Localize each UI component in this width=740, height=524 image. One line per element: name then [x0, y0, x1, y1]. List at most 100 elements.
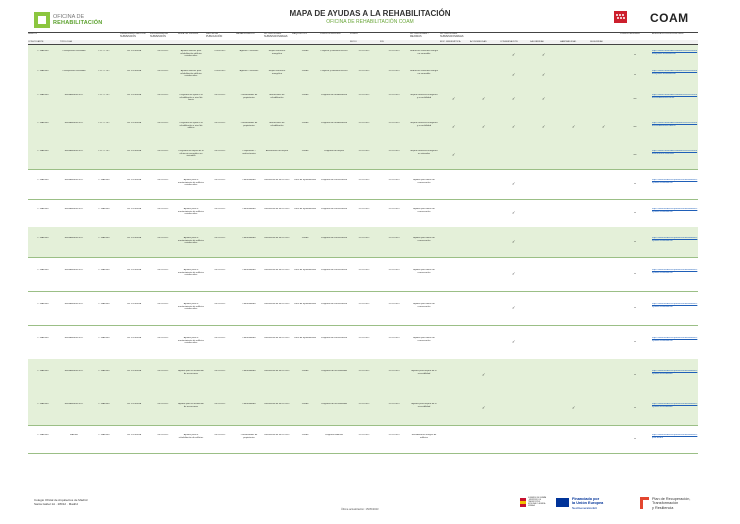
table-cell: 1.217.778 €: [98, 70, 110, 72]
table-cell: 08/11/2022: [157, 269, 169, 271]
table-cell: 31/12/2023: [388, 150, 400, 152]
convocatoria-link[interactable]: https://www.madrid.es/portales/munimadri…: [652, 208, 698, 213]
table-cell: 31/12/2023: [388, 179, 400, 181]
table-cell: C. MADRID: [98, 403, 110, 405]
page-title: MAPA DE AYUDAS A LA REHABILITACIÓN: [289, 9, 451, 18]
table-cell: 08/11/2022: [157, 94, 169, 96]
check-icon: ✓: [542, 52, 546, 57]
check-icon: ✓: [452, 152, 456, 157]
convocatoria-link[interactable]: https://www.comunidad.madrid/servicios/v…: [652, 70, 698, 75]
table-cell: C. MADRID: [98, 237, 110, 239]
prtr-line1: Plan de Recuperación,: [652, 497, 691, 501]
table-row: C. MADRID Presupuesto concedido 1.217.778 …: [28, 45, 698, 66]
convocatoria-link[interactable]: https://www.madrid.es/portales/munimadri…: [652, 370, 698, 375]
ministry-text: GOBIERNO DE ESPAÑA · MINISTERIO DE TRANS…: [528, 498, 546, 507]
check-icon: ✓: [482, 96, 486, 101]
table-subheader: CONVOCANTE TIPOLOGÍA INICIO FIN EFIC. ENERGÉ…: [28, 40, 698, 45]
table-cell: Ayudas para la instalación de ascensores: [178, 403, 204, 408]
check-icon: ✓: [512, 239, 516, 244]
header-cell: BENEFICIARIOS: [236, 33, 255, 35]
eu-line2: la Unión Europea: [572, 501, 604, 506]
table-cell: C. MADRID: [98, 269, 110, 271]
prtr-line3: y Resiliencia: [652, 505, 674, 510]
table-cell: Comunidades: [242, 208, 256, 210]
table-cell: 08/11/2022: [214, 150, 226, 152]
brand-line2: REHABILITACIÓN: [53, 20, 103, 26]
table-cell: Local de ayuntamiento: [293, 208, 316, 210]
table-cell: 31/12/2023: [388, 122, 400, 124]
table-cell: Presupuesto concedido: [62, 70, 86, 72]
footer-organization: Colegio Oficial de Arquitectos de Madrid…: [34, 498, 87, 506]
table-cell: 31/12/2022: [358, 208, 370, 210]
compatibility-cell: Sí: [633, 272, 637, 275]
table-cell: Comunidades: [242, 237, 256, 239]
table-cell: 31/12/2022: [358, 122, 370, 124]
table-cell: Comunidades de propietarios: [240, 434, 258, 439]
eu-flag-icon: [556, 498, 569, 507]
table-cell: C. MADRID: [98, 208, 110, 210]
table-cell: 08/11/2022: [157, 208, 169, 210]
table-cell: Visado: [301, 70, 309, 72]
convocatoria-link[interactable]: https://www.madrid.es/portales/munimadri…: [652, 303, 698, 308]
convocatoria-link[interactable]: https://www.comunidad.madrid/servicios/v…: [652, 50, 698, 55]
prtr-text: Plan de Recuperación, Transformación y R…: [652, 497, 690, 510]
table-cell: 31/12/2022: [358, 237, 370, 239]
table-cell: 31/12/2022: [358, 50, 370, 52]
table-cell: Ayudas directas para rehabilitación edif…: [180, 50, 202, 58]
check-icon: ✓: [542, 124, 546, 129]
table-cell: C. MADRID: [37, 70, 49, 72]
table-cell: Mejora eficiencia energética en vivienda…: [410, 150, 438, 155]
table-cell: C. MADRID: [37, 370, 49, 372]
table-cell: Rehabilitación B.D.: [64, 337, 84, 339]
table-cell: Ayudas para mejora de la accesibilidad: [411, 403, 437, 408]
table-cell: Programa de mejora de la eficiencia ener…: [178, 150, 204, 158]
header-cell: ACTUACIONES SUBVENCIONABLES: [440, 33, 464, 38]
table-cell: C. MADRID: [37, 237, 49, 239]
convocatoria-link[interactable]: https://www.comunidad.madrid/servicios/v…: [652, 150, 698, 155]
eu-line3: NextGenerationEU: [572, 505, 598, 510]
convocatoria-link[interactable]: https://www.comunidad.madrid/servicios/v…: [652, 122, 698, 127]
coam-logo: COAM: [650, 11, 689, 25]
convocatoria-link[interactable]: https://www.madrid.es/portales/munimadri…: [652, 337, 698, 342]
table-cell: C. MADRID: [37, 434, 49, 436]
footer-update-date: Última actualización: 15/05/2023: [341, 508, 379, 511]
header-cell: PROGRAMA DE SUBVENCIÓN: [150, 33, 168, 38]
table-cell: Rehabilitación B.D.: [64, 269, 84, 271]
table-cell: 08/11/2022: [157, 434, 169, 436]
table-cell: Actuaciones de mejora: [265, 150, 289, 152]
header-cell: ÁMBITO: [28, 33, 38, 35]
table-cell: 31/12/2022: [358, 269, 370, 271]
table-cell: Resolución de 08/11/2022: [264, 403, 290, 405]
table-cell: 08/11/2022: [214, 337, 226, 339]
table-cell: Rehabilitación B.D.: [64, 122, 84, 124]
table-cell: Programa de conservación: [320, 237, 348, 239]
ministry-logo: GOBIERNO DE ESPAÑA · MINISTERIO DE TRANS…: [520, 498, 546, 511]
prtr-logo-icon: [640, 497, 649, 509]
convocatoria-link[interactable]: https://www.madrid.es/portales/munimadri…: [652, 434, 698, 439]
convocatoria-link[interactable]: https://www.madrid.es/portales/munimadri…: [652, 237, 698, 242]
table-cell: Ayudas para el mantenimiento de edificio…: [178, 303, 204, 311]
table-cell: 31/12/2023: [388, 403, 400, 405]
table-cell: Programa de conservación: [320, 337, 348, 339]
table-cell: DG VIVIENDA: [126, 150, 142, 152]
check-icon: ✓: [482, 372, 486, 377]
table-cell: Visado: [301, 370, 309, 372]
table-cell: Proyecto y memoria técnica: [320, 50, 348, 52]
table-cell: Ayudas para obras de conservación: [413, 179, 435, 184]
check-icon: ✓: [512, 72, 516, 77]
table-row: C. MADRID Rehabilitación B.D. C. MADRID DG …: [28, 257, 698, 292]
convocatoria-link[interactable]: https://www.madrid.es/portales/munimadri…: [652, 269, 698, 274]
check-icon: ✓: [482, 124, 486, 129]
convocatoria-link[interactable]: https://www.comunidad.madrid/servicios/v…: [652, 94, 698, 99]
table-row: C. MADRID MADRE C. MADRID DG VIVIENDA 08/11/…: [28, 425, 698, 454]
convocatoria-link[interactable]: https://www.madrid.es/portales/munimadri…: [652, 403, 698, 408]
table-cell: DG VIVIENDA: [126, 237, 142, 239]
table-cell: Ayudas para la instalación de ascensores: [178, 370, 204, 375]
table-cell: 08/11/2022: [214, 303, 226, 305]
table-cell: Rehabilitación B.D.: [64, 303, 84, 305]
prtr-line2: Transformación: [652, 501, 679, 506]
table-cell: 08/11/2022: [157, 122, 169, 124]
table-cell: Ayudas directas para rehabilitación edif…: [180, 70, 202, 78]
convocatoria-link[interactable]: https://www.madrid.es/portales/munimadri…: [652, 179, 698, 184]
table-cell: DG VIVIENDA: [126, 370, 142, 372]
